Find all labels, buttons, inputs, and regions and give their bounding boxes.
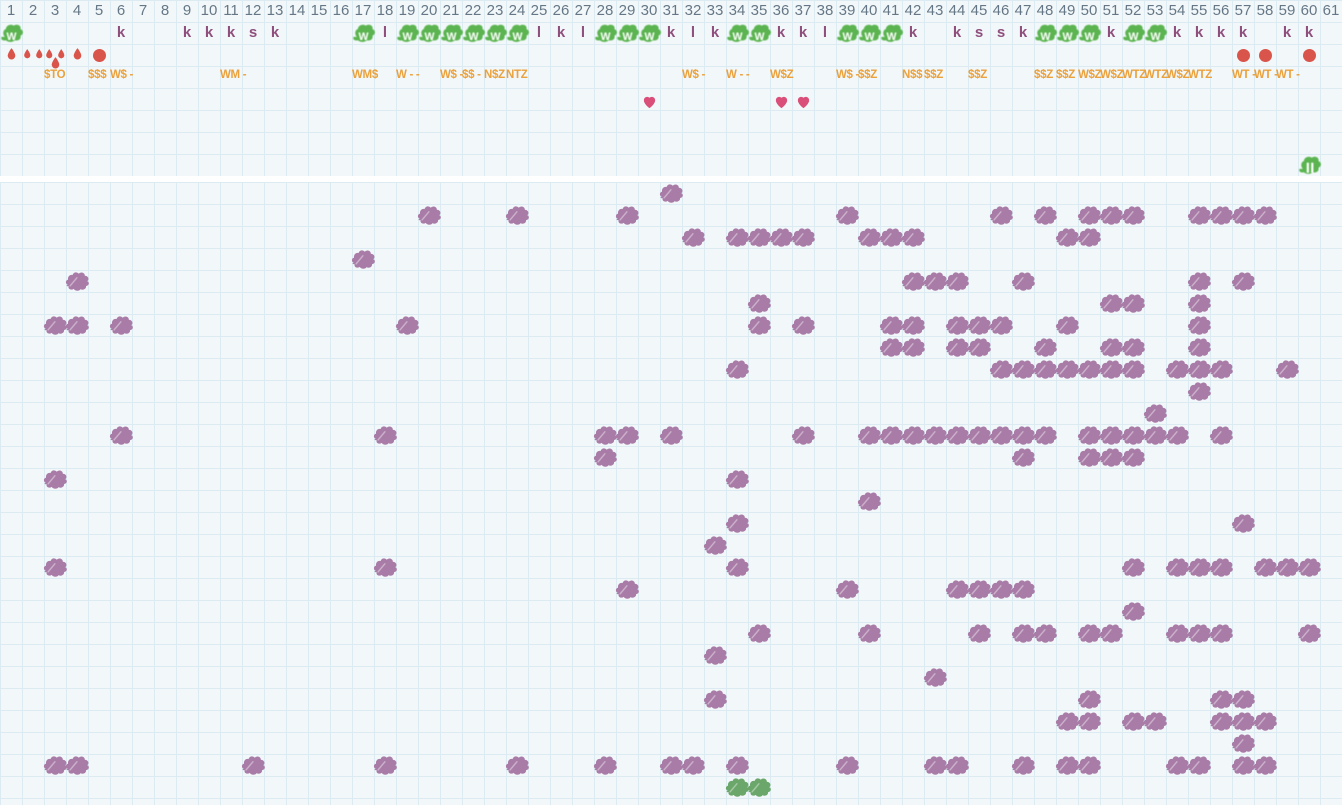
- svg-text:W: W: [754, 31, 764, 43]
- svg-text:W: W: [6, 31, 16, 43]
- svg-text:W: W: [358, 31, 368, 43]
- svg-text:W: W: [1084, 31, 1094, 43]
- svg-text:W: W: [446, 31, 456, 43]
- svg-text:W: W: [842, 31, 852, 43]
- svg-text:W: W: [512, 31, 522, 43]
- svg-text:W: W: [732, 31, 742, 43]
- svg-text:W: W: [644, 31, 654, 43]
- svg-text:W: W: [600, 31, 610, 43]
- svg-text:W: W: [1062, 31, 1072, 43]
- svg-text:W: W: [622, 31, 632, 43]
- svg-text:W: W: [886, 31, 896, 43]
- svg-text:W: W: [468, 31, 478, 43]
- svg-text:W: W: [1128, 31, 1138, 43]
- svg-text:W: W: [1040, 31, 1050, 43]
- svg-text:W: W: [1150, 31, 1160, 43]
- svg-text:W: W: [402, 31, 412, 43]
- svg-text:W: W: [424, 31, 434, 43]
- svg-text:W: W: [864, 31, 874, 43]
- svg-text:W: W: [490, 31, 500, 43]
